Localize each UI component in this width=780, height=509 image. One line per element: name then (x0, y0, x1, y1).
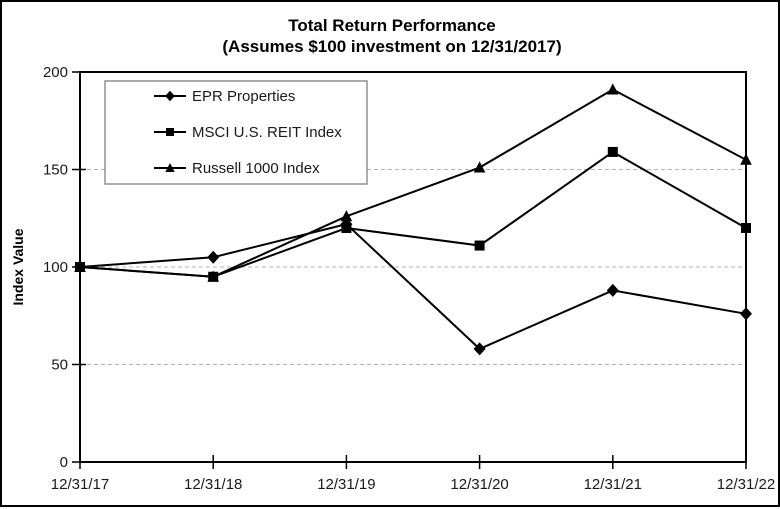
legend: EPR Properties MSCI U.S. REIT Index Russel… (104, 80, 368, 185)
legend-label-2: Russell 1000 Index (192, 160, 320, 177)
square-marker (474, 240, 485, 251)
diamond-marker (740, 307, 752, 321)
triangle-marker (607, 83, 619, 95)
square-marker (208, 271, 219, 282)
x-tick-label-2: 12/31/19 (317, 476, 375, 493)
series-line-epr-properties (79, 222, 747, 351)
square-marker (341, 223, 352, 233)
legend-triangle-marker (165, 163, 175, 172)
triangle-marker (340, 210, 353, 222)
diamond-marker (473, 342, 486, 356)
y-tick-label-200: 200 (43, 64, 68, 81)
diamond-marker (606, 283, 619, 297)
legend-diamond-marker (165, 90, 175, 102)
y-axis-label: Index Value (10, 228, 26, 305)
diamond-marker (207, 250, 220, 264)
y-tick-label-0: 0 (60, 454, 68, 471)
y-tick-label-50: 50 (51, 357, 68, 374)
series-line-russell-1000-index (79, 88, 747, 278)
plot-area: 0 50 100 150 200 12/31/17 12/31/18 12/31/19 12/3… (43, 64, 775, 493)
legend-square-marker (166, 128, 174, 136)
legend-label-1: MSCI U.S. REIT Index (192, 124, 342, 141)
x-tick-label-5: 12/31/22 (717, 476, 775, 493)
legend-label-0: EPR Properties (192, 88, 295, 105)
x-tick-label-0: 12/31/17 (51, 476, 109, 493)
y-tick-label-100: 100 (43, 259, 68, 276)
square-marker (75, 262, 85, 272)
square-marker (607, 146, 618, 157)
chart-title: Total Return Performance (288, 16, 496, 35)
square-marker (741, 223, 751, 233)
x-tick-label-3: 12/31/20 (450, 476, 508, 493)
triangle-marker (473, 161, 486, 173)
triangle-marker (740, 153, 752, 165)
legend-box (104, 80, 368, 185)
y-tick-label-150: 150 (43, 162, 68, 179)
x-tick-label-1: 12/31/18 (184, 476, 242, 493)
chart-subtitle: (Assumes $100 investment on 12/31/2017) (222, 37, 561, 56)
x-tick-label-4: 12/31/21 (584, 476, 642, 493)
